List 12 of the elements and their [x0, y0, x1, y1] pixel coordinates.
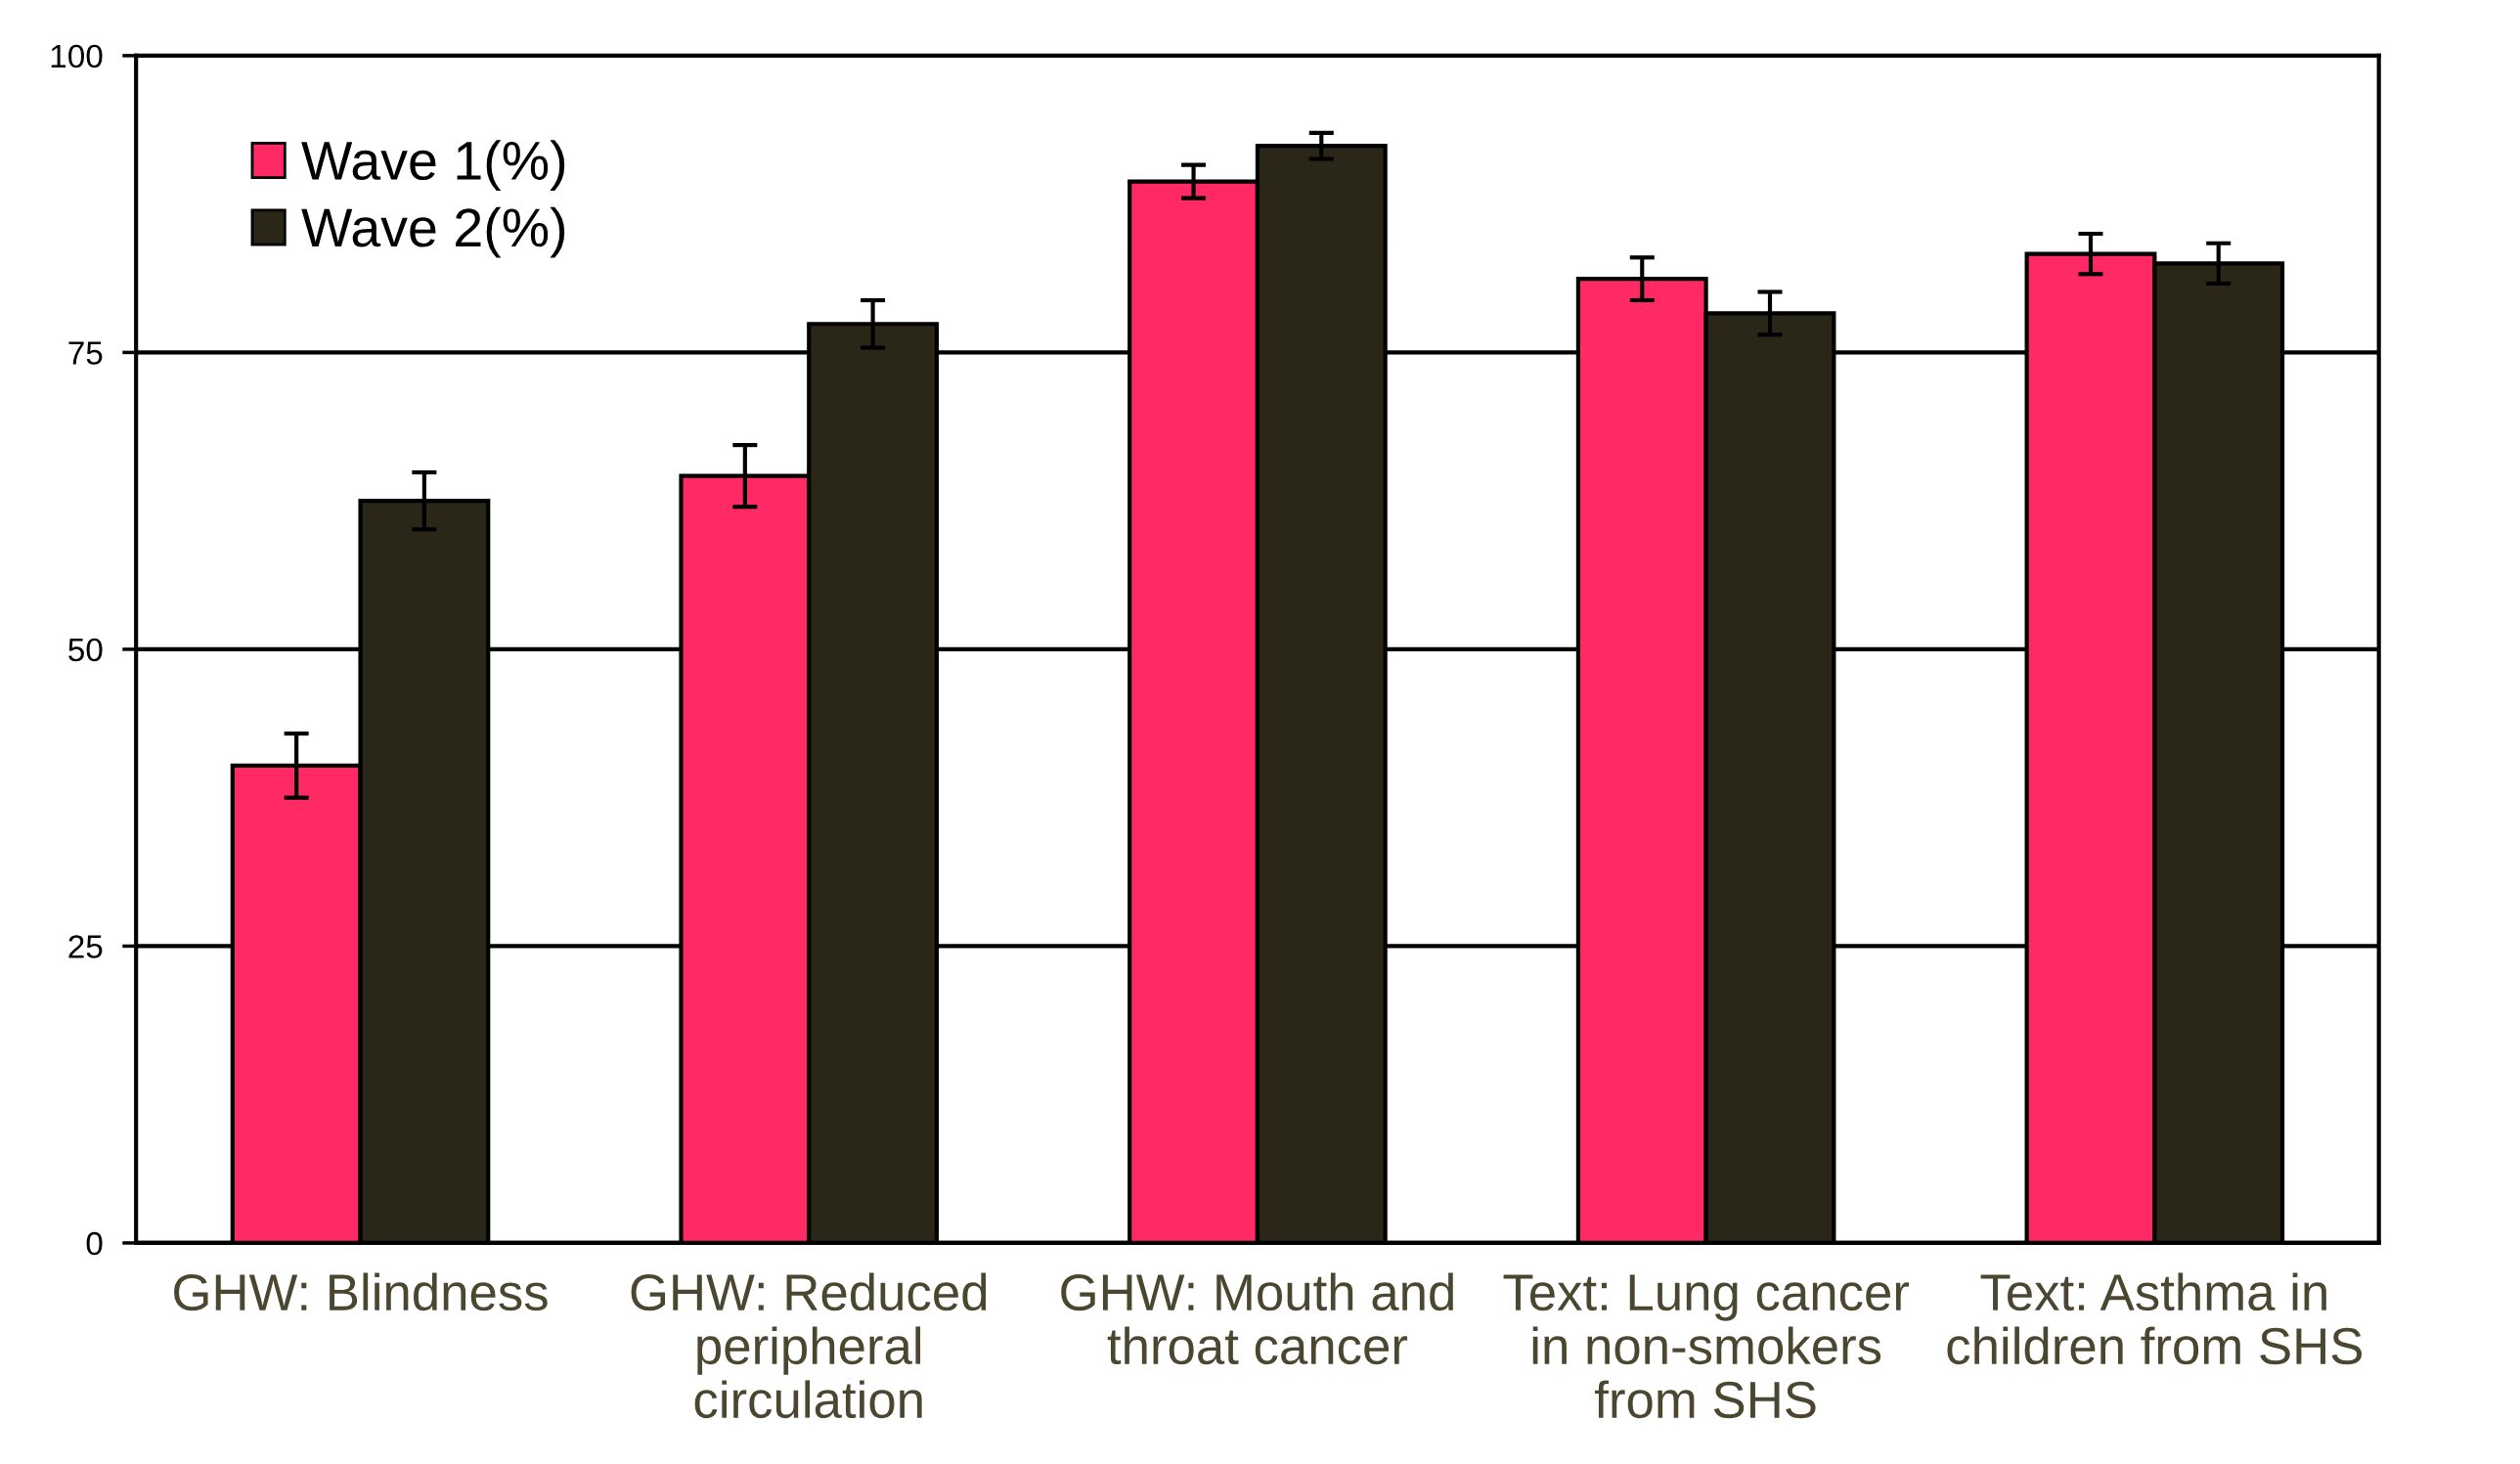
y-tick-label: 100: [51, 44, 103, 68]
x-tick-label: GHW: Blindness: [174, 1272, 548, 1311]
legend-label: Wave 2(%): [301, 206, 565, 258]
y-tick-label: 50: [68, 638, 103, 662]
x-tick-label: Text: Asthma in children from SHS: [1947, 1272, 2363, 1365]
y-tick-label: 25: [68, 935, 103, 958]
x-tick-label: Text: Lung cancer in non-smokers from SHS: [1503, 1274, 1910, 1419]
y-tick-label: 75: [68, 341, 103, 365]
x-tick-label: GHW: Mouth and throat cancer: [1061, 1272, 1453, 1365]
x-tick-label: GHW: Reduced peripheral circulation: [631, 1272, 987, 1419]
y-tick-label: 0: [86, 1231, 103, 1256]
legend-label: Wave 1(%): [301, 140, 565, 192]
